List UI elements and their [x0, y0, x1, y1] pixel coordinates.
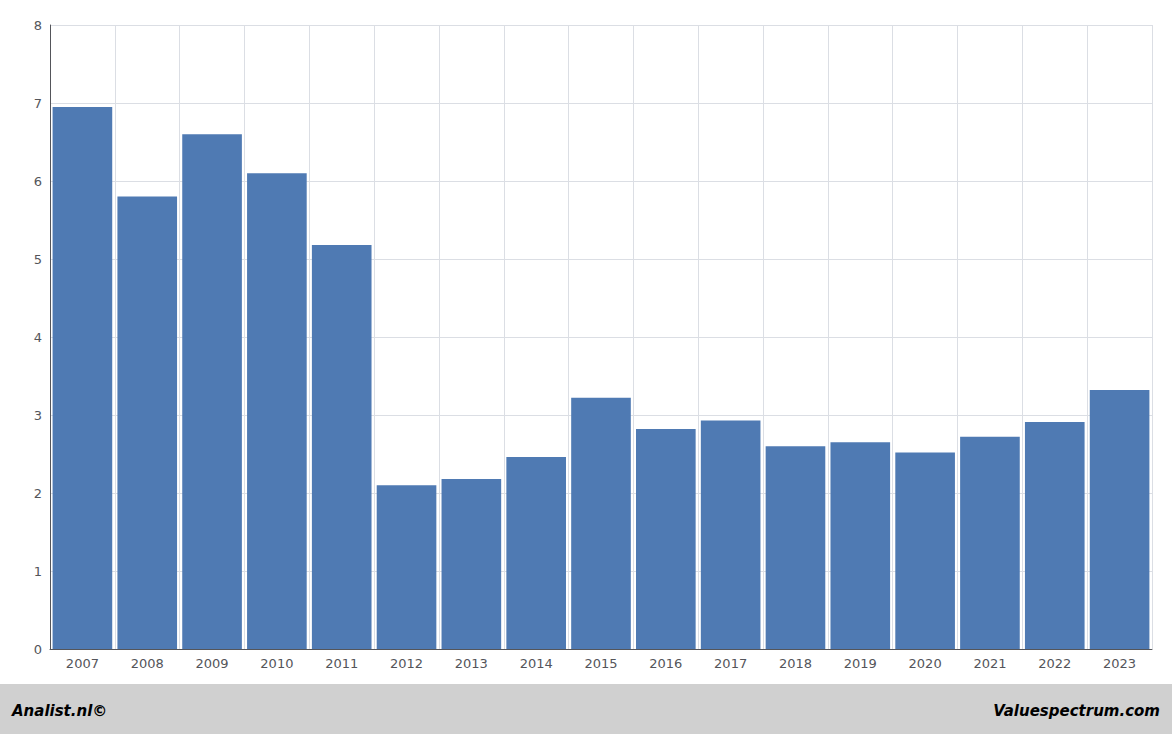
- svg-text:2014: 2014: [520, 656, 553, 671]
- svg-text:2016: 2016: [649, 656, 682, 671]
- svg-text:5: 5: [34, 252, 42, 267]
- svg-text:0: 0: [34, 642, 42, 657]
- svg-text:1: 1: [34, 564, 42, 579]
- svg-text:2022: 2022: [1038, 656, 1071, 671]
- svg-text:2010: 2010: [260, 656, 293, 671]
- svg-text:2019: 2019: [844, 656, 877, 671]
- svg-text:2021: 2021: [973, 656, 1006, 671]
- svg-text:2015: 2015: [584, 656, 617, 671]
- svg-text:8: 8: [34, 18, 42, 33]
- svg-text:2009: 2009: [196, 656, 229, 671]
- svg-text:2007: 2007: [66, 656, 99, 671]
- svg-text:Analist.nl©: Analist.nl©: [11, 702, 107, 720]
- svg-text:2023: 2023: [1103, 656, 1136, 671]
- svg-text:2011: 2011: [325, 656, 358, 671]
- svg-text:2: 2: [34, 486, 42, 501]
- svg-text:2020: 2020: [909, 656, 942, 671]
- svg-text:2012: 2012: [390, 656, 423, 671]
- svg-text:2013: 2013: [455, 656, 488, 671]
- svg-text:Valuespectrum.com: Valuespectrum.com: [993, 702, 1160, 720]
- svg-text:2008: 2008: [131, 656, 164, 671]
- svg-text:6: 6: [34, 174, 42, 189]
- svg-text:7: 7: [34, 96, 42, 111]
- svg-text:4: 4: [34, 330, 42, 345]
- svg-text:2017: 2017: [714, 656, 747, 671]
- svg-text:3: 3: [34, 408, 42, 423]
- svg-text:2018: 2018: [779, 656, 812, 671]
